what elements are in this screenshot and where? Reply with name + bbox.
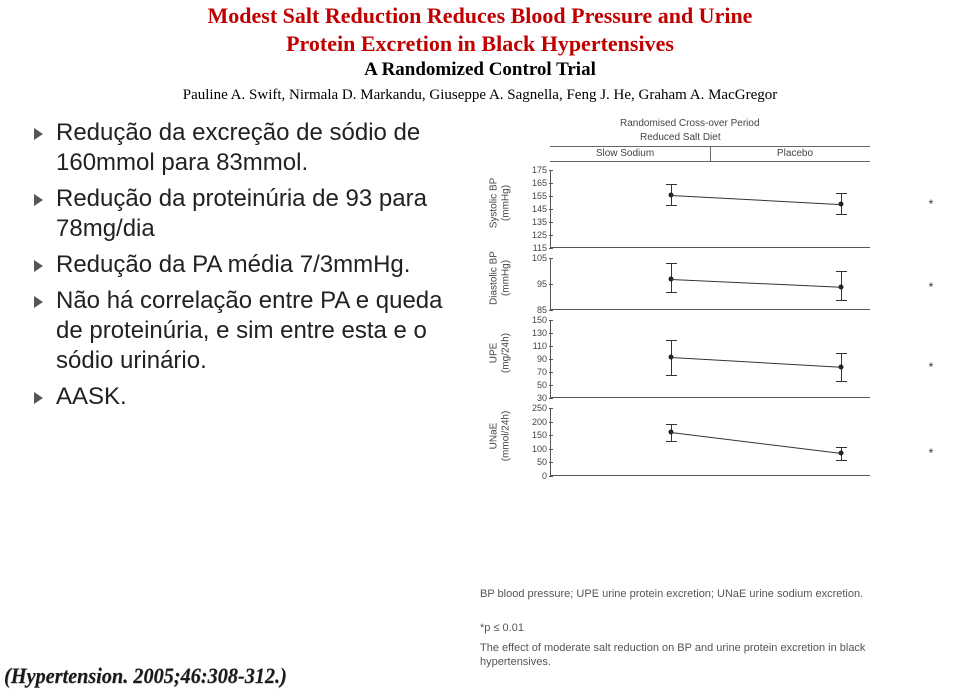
- error-cap: [836, 271, 847, 272]
- y-tick: 250: [532, 403, 547, 413]
- error-cap: [836, 447, 847, 448]
- panel-unit: (mg/24h): [501, 333, 512, 373]
- error-cap: [666, 205, 677, 206]
- caption-pval: *p ≤ 0.01: [480, 622, 930, 636]
- bullet-item: Redução da proteinúria de 93 para 78mg/d…: [30, 184, 460, 244]
- panel-label: Systolic BP: [489, 178, 500, 229]
- error-cap: [666, 292, 677, 293]
- y-tick: 70: [537, 367, 547, 377]
- y-tick: 200: [532, 417, 547, 427]
- bullet-item: Redução da excreção de sódio de 160mmol …: [30, 118, 460, 178]
- figure-header-sub: Reduced Salt Diet: [640, 132, 721, 143]
- y-tick: 125: [532, 230, 547, 240]
- y-tick: 150: [532, 315, 547, 325]
- bullet-item: AASK.: [30, 382, 460, 412]
- error-cap: [836, 300, 847, 301]
- significance-star: *: [929, 280, 934, 294]
- error-cap: [836, 460, 847, 461]
- y-tick: 50: [537, 380, 547, 390]
- error-cap: [836, 214, 847, 215]
- error-cap: [836, 381, 847, 382]
- y-tick: 0: [542, 471, 547, 481]
- y-tick: 115: [533, 243, 547, 253]
- connecting-line: [671, 279, 841, 288]
- y-tick: 85: [537, 305, 547, 315]
- y-tick: 155: [532, 191, 547, 201]
- panel-label: UNaE: [489, 423, 500, 450]
- caption-abbrev: BP blood pressure; UPE urine protein exc…: [480, 588, 930, 602]
- caption-effect: The effect of moderate salt reduction on…: [480, 642, 930, 670]
- chart-panel: 050100150200250*: [550, 408, 870, 476]
- column-divider: [710, 146, 711, 162]
- panel-unit: (mmol/24h): [501, 411, 512, 462]
- panel-label: Diastolic BP: [489, 251, 500, 305]
- panel-label: UPE: [489, 343, 500, 364]
- y-tick: 30: [537, 393, 547, 403]
- error-cap: [666, 340, 677, 341]
- bullets-column: Redução da excreção de sódio de 160mmol …: [0, 118, 470, 558]
- y-tick: 100: [532, 444, 547, 454]
- y-tick: 145: [532, 204, 547, 214]
- y-tick: 165: [532, 178, 547, 188]
- subtitle: A Randomized Control Trial: [0, 59, 960, 81]
- y-tick: 90: [537, 354, 547, 364]
- error-cap: [836, 193, 847, 194]
- bullet-item: Redução da PA média 7/3mmHg.: [30, 250, 460, 280]
- chart-panel: 8595105*: [550, 258, 870, 310]
- significance-star: *: [929, 446, 934, 460]
- y-tick: 150: [532, 430, 547, 440]
- title-line1: Modest Salt Reduction Reduces Blood Pres…: [0, 2, 960, 30]
- figure-column: Randomised Cross-over Period Reduced Salt…: [470, 118, 940, 558]
- chart-panel: 30507090110130150*: [550, 320, 870, 398]
- title-block: Modest Salt Reduction Reduces Blood Pres…: [0, 0, 960, 104]
- panel-unit: (mmHg): [501, 260, 512, 296]
- panel-unit: (mmHg): [501, 185, 512, 221]
- error-cap: [836, 353, 847, 354]
- error-cap: [666, 441, 677, 442]
- content-row: Redução da excreção de sódio de 160mmol …: [0, 118, 960, 558]
- y-tick: 110: [533, 341, 547, 351]
- bullet-list: Redução da excreção de sódio de 160mmol …: [30, 118, 460, 412]
- error-cap: [666, 184, 677, 185]
- connecting-line: [671, 432, 841, 454]
- y-tick: 130: [532, 328, 547, 338]
- y-tick: 95: [537, 279, 547, 289]
- bullet-item: Não há correlação entre PA e queda de pr…: [30, 286, 460, 376]
- title-line2: Protein Excretion in Black Hypertensives: [0, 30, 960, 58]
- chart-panel: 115125135145155165175*: [550, 170, 870, 248]
- error-cap: [666, 263, 677, 264]
- y-tick: 135: [532, 217, 547, 227]
- authors: Pauline A. Swift, Nirmala D. Markandu, G…: [0, 87, 960, 104]
- y-tick: 50: [537, 457, 547, 467]
- y-tick: 105: [532, 253, 547, 263]
- error-cap: [666, 375, 677, 376]
- col-label-placebo: Placebo: [740, 148, 850, 159]
- significance-star: *: [929, 360, 934, 374]
- y-tick: 175: [532, 165, 547, 175]
- citation: (Hypertension. 2005;46:308-312.): [4, 663, 287, 689]
- col-label-slow: Slow Sodium: [570, 148, 680, 159]
- figure-header-top: Randomised Cross-over Period: [620, 118, 760, 129]
- connecting-line: [671, 357, 841, 368]
- error-cap: [666, 424, 677, 425]
- significance-star: *: [929, 197, 934, 211]
- connecting-line: [671, 195, 841, 205]
